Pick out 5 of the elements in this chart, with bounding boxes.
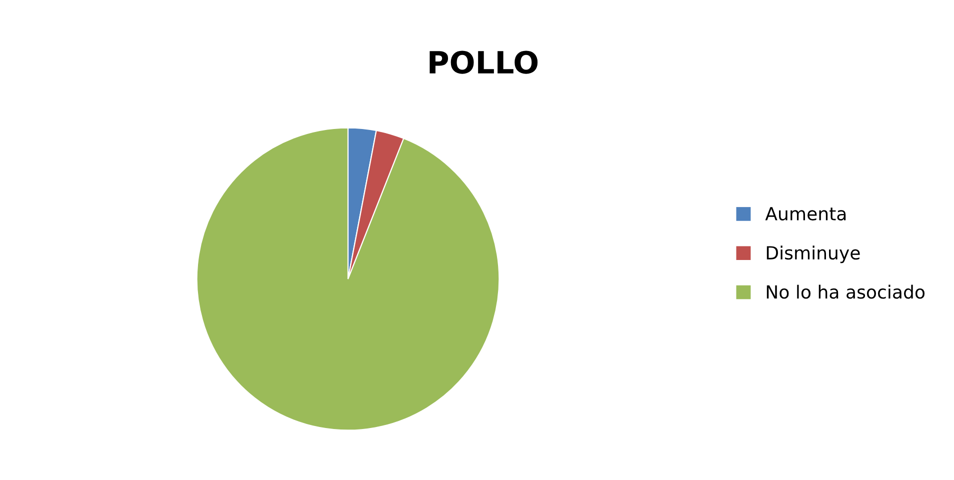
legend-label: Aumenta — [765, 207, 846, 220]
pie-slice — [196, 127, 500, 431]
legend-label: No lo ha asociado — [766, 284, 925, 299]
chart-title: POLLO — [430, 50, 538, 74]
legend-label: Disminuye — [766, 246, 860, 264]
